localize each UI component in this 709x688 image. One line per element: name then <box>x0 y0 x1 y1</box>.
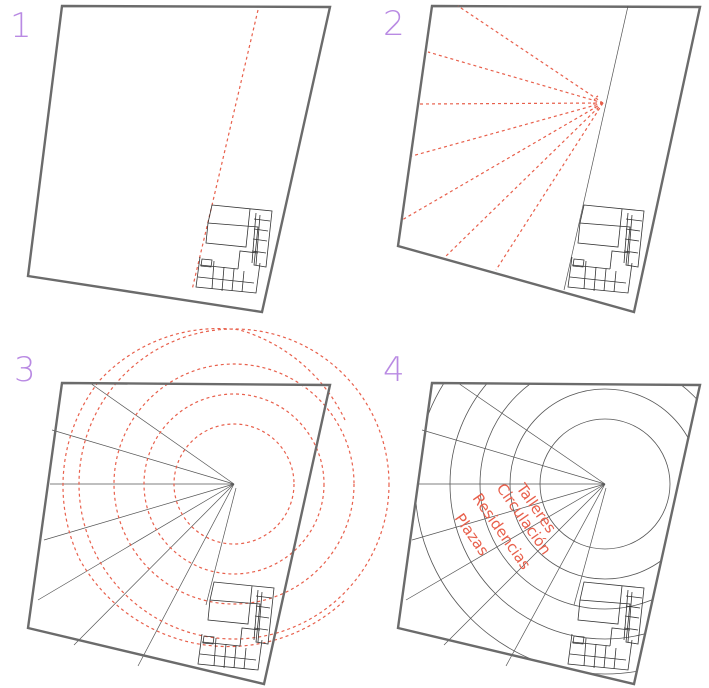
red-ring-3 <box>78 328 390 640</box>
building-wall <box>623 595 643 631</box>
building-wall <box>572 635 585 645</box>
ray-0 <box>457 382 606 485</box>
step-number-1: 1 <box>10 6 32 46</box>
red-ray-5 <box>443 102 604 259</box>
building-plan <box>567 204 645 294</box>
axis-line <box>573 487 607 606</box>
building-plan <box>567 581 645 671</box>
red-ring-2 <box>113 363 355 605</box>
ray-6 <box>137 483 235 667</box>
step-number-2: 2 <box>383 4 405 44</box>
axis-line <box>205 487 237 606</box>
building-plan <box>197 581 275 671</box>
building-wall <box>207 204 273 268</box>
building-wall <box>567 256 633 294</box>
panel-1 <box>26 4 332 314</box>
step-number-3: 3 <box>14 350 36 390</box>
building-wall <box>579 204 645 268</box>
ray-3 <box>43 483 235 541</box>
panel-2 <box>396 4 702 314</box>
building-wall <box>197 633 263 671</box>
building-wall <box>205 208 251 248</box>
site-outline <box>26 4 332 314</box>
building-wall <box>572 258 585 268</box>
red-ray-6 <box>495 102 604 271</box>
building-wall <box>239 627 261 647</box>
ring-3 <box>449 383 700 640</box>
building-wall <box>209 581 275 645</box>
red-ray-1 <box>427 51 604 104</box>
building-wall <box>567 633 633 671</box>
building-plan <box>195 204 273 294</box>
ray-6 <box>505 483 606 667</box>
red-ray-2 <box>417 102 604 105</box>
ray-1 <box>421 429 606 485</box>
building-wall <box>207 585 253 625</box>
ray-4 <box>37 483 235 601</box>
ray-5 <box>73 483 235 646</box>
ring-1 <box>509 388 700 580</box>
red-axis-line <box>191 9 259 291</box>
building-wall <box>199 637 257 670</box>
red-ray-3 <box>411 102 604 157</box>
red-ring-0 <box>173 423 295 545</box>
building-wall <box>202 635 215 645</box>
red-ring-outer <box>62 327 346 648</box>
building-wall <box>609 627 631 647</box>
axis-line <box>563 5 629 291</box>
ray-3 <box>411 483 606 541</box>
building-wall <box>609 250 631 270</box>
ring-0 <box>539 418 671 550</box>
red-ring-1 <box>143 393 325 575</box>
building-wall <box>253 595 273 631</box>
site-outline <box>26 381 332 686</box>
building-wall <box>577 208 623 248</box>
building-wall <box>197 260 255 293</box>
red-ray-4 <box>401 102 604 221</box>
building-wall <box>569 260 627 293</box>
panel-3 <box>26 327 390 686</box>
red-focus-arc <box>593 95 599 111</box>
site-outline <box>396 381 702 686</box>
building-wall <box>623 218 643 254</box>
building-wall <box>569 637 627 670</box>
ray-0 <box>89 382 235 485</box>
building-wall <box>200 258 213 268</box>
site-outline <box>396 4 702 314</box>
ray-4 <box>405 483 606 601</box>
building-wall <box>237 250 259 270</box>
building-wall <box>579 581 645 645</box>
ray-1 <box>51 429 235 485</box>
red-ray-0 <box>457 5 604 104</box>
building-wall <box>577 585 623 625</box>
building-wall <box>195 256 261 294</box>
step-number-4: 4 <box>383 350 405 390</box>
building-wall <box>251 218 271 254</box>
ring-2 <box>479 383 700 610</box>
